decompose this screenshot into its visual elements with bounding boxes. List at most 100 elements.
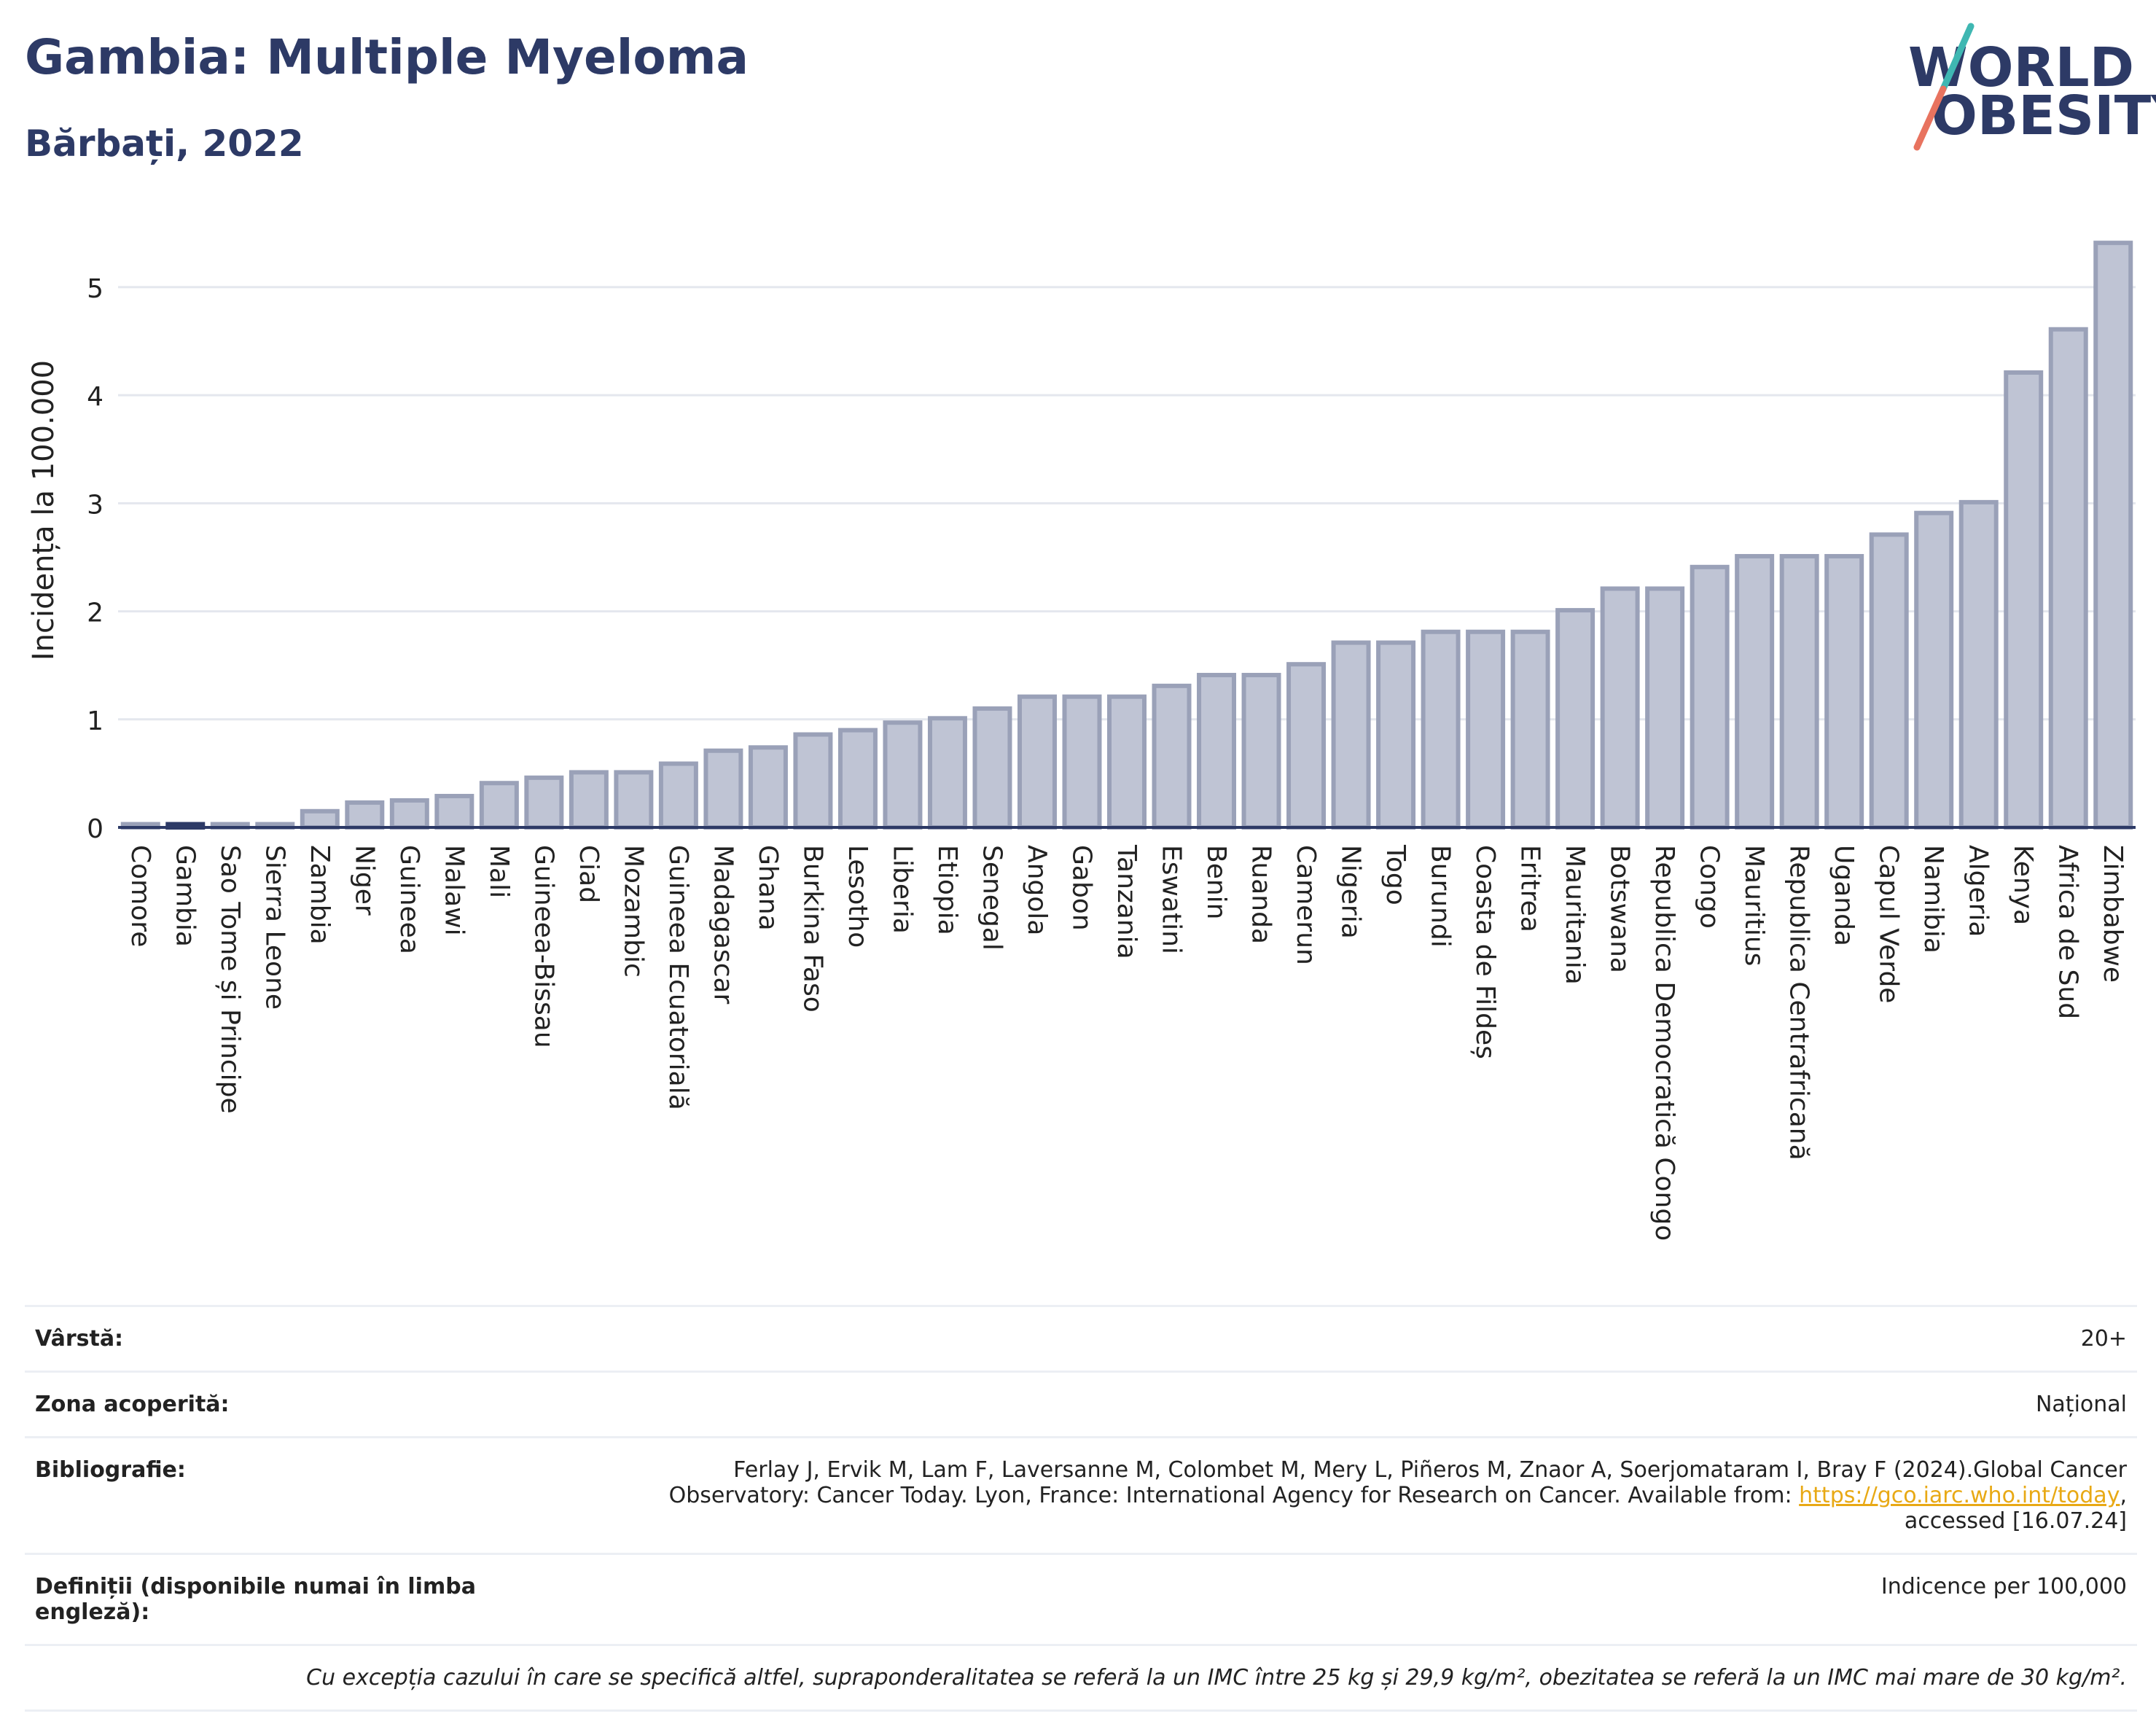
- bar: [1421, 629, 1461, 830]
- logo-line-2: OBESITY: [1932, 85, 2156, 147]
- x-tick-label: Tanzania: [1112, 844, 1141, 959]
- bar: [1600, 586, 1640, 830]
- x-tick-label: Camerun: [1291, 845, 1321, 965]
- x-tick-label: Sierra Leone: [259, 845, 289, 1010]
- x-tick-label: Eswatini: [1157, 845, 1187, 954]
- x-tick-label: Senegal: [977, 845, 1007, 951]
- bibliography-line-3: accessed [16.07.24]: [1904, 1508, 2127, 1534]
- info-row-definitions: Definiții (disponibile numai în limba en…: [25, 1553, 2137, 1644]
- x-tick-label: Niger: [349, 845, 379, 916]
- x-tick-label: Uganda: [1829, 845, 1859, 946]
- y-tick-label: 4: [87, 382, 103, 412]
- bar: [1824, 553, 1864, 830]
- x-tick-label: Etiopia: [932, 845, 962, 935]
- bar: [1197, 673, 1237, 830]
- bar: [927, 716, 967, 830]
- x-tick-label: Botswana: [1605, 845, 1635, 973]
- bar: [1779, 553, 1819, 830]
- x-tick-label: Mozambic: [618, 845, 648, 978]
- x-tick-label: Zimbabwe: [2098, 845, 2128, 983]
- x-tick-label: Republica Democratică Congo: [1649, 845, 1679, 1241]
- bibliography-value: Ferlay J, Ervik M, Lam F, Laversanne M, …: [668, 1457, 2127, 1534]
- info-row-age: Vârstă: 20+: [25, 1305, 2137, 1371]
- bibliography-line-2: Observatory: Cancer Today. Lyon, France:…: [668, 1483, 1800, 1508]
- y-tick-label: 1: [87, 706, 103, 736]
- bar: [434, 794, 474, 830]
- bar: [883, 720, 923, 830]
- bar: [1376, 640, 1416, 830]
- x-tick-label: Republica Centrafricană: [1784, 845, 1814, 1161]
- bar: [2093, 241, 2133, 830]
- x-tick-label: Eritrea: [1515, 845, 1545, 932]
- x-tick-label: Comore: [125, 845, 155, 947]
- bar: [703, 748, 743, 830]
- x-tick-label: Guineea Ecuatorială: [663, 845, 693, 1110]
- info-table: Vârstă: 20+ Zona acoperită: Național Bib…: [25, 1305, 2137, 1712]
- x-tick-label: Angola: [1022, 845, 1052, 935]
- x-tick-label: Mali: [484, 845, 514, 898]
- bar: [1869, 532, 1909, 830]
- bar: [793, 732, 833, 830]
- bar: [569, 770, 609, 830]
- age-label: Vârstă:: [35, 1326, 124, 1352]
- bibliography-line-1: Ferlay J, Ervik M, Lam F, Laversanne M, …: [733, 1457, 2127, 1483]
- bar: [1914, 510, 1954, 830]
- footnote: Cu excepția cazului în care se specifică…: [25, 1644, 2137, 1712]
- x-tick-label: Africa de Sud: [2053, 845, 2083, 1019]
- bar: [748, 745, 788, 830]
- x-tick-label: Burundi: [1426, 845, 1456, 948]
- x-tick-label: Guineea: [394, 845, 424, 954]
- x-tick-label: Congo: [1695, 845, 1725, 929]
- bar: [2048, 327, 2088, 830]
- area-label: Zona acoperită:: [35, 1392, 230, 1417]
- y-tick-label: 2: [87, 599, 103, 628]
- bar: [1510, 629, 1550, 830]
- x-tick-label: Nigeria: [1336, 845, 1366, 939]
- bar: [389, 798, 429, 830]
- bar: [1107, 694, 1147, 830]
- bar: [1690, 564, 1730, 830]
- x-tick-label: Burkina Faso: [797, 845, 827, 1013]
- bar: [479, 781, 519, 830]
- bar: [1645, 586, 1685, 830]
- page-title: Gambia: Multiple Myeloma: [25, 29, 749, 85]
- bar: [300, 808, 340, 830]
- x-tick-label: Zambia: [305, 845, 335, 945]
- x-tick-label: Kenya: [2008, 845, 2038, 925]
- bar: [1062, 694, 1102, 830]
- bar: [2004, 370, 2044, 830]
- bar: [1466, 629, 1506, 830]
- bar: [1286, 662, 1327, 830]
- definitions-value: Indicence per 100,000: [1880, 1574, 2127, 1599]
- bar: [658, 761, 698, 830]
- x-tick-label: Capul Verde: [1874, 845, 1904, 1003]
- bar: [1152, 683, 1192, 830]
- x-tick-label: Sao Tome și Principe: [215, 845, 245, 1114]
- bar: [837, 728, 878, 830]
- x-tick-label: Coasta de Fildeș: [1470, 845, 1500, 1059]
- x-tick-label: Guineea-Bissau: [528, 845, 558, 1048]
- bar-chart: 0 1 2 3 4 5 Comore Gambia Sao Tome și Principe Si…: [87, 241, 2136, 1241]
- bibliography-link[interactable]: https://gco.iarc.who.int/today: [1799, 1483, 2120, 1508]
- x-tick-label: Gambia: [170, 845, 200, 947]
- info-row-bibliography: Bibliografie: Ferlay J, Ervik M, Lam F, …: [25, 1436, 2137, 1553]
- world-obesity-logo: WORLD OBESITY: [1895, 22, 2156, 160]
- bar: [345, 800, 385, 830]
- x-tick-label: Ruanda: [1246, 845, 1276, 944]
- x-tick-label: Gabon: [1066, 845, 1096, 931]
- bibliography-label: Bibliografie:: [35, 1457, 186, 1483]
- age-value: 20+: [2080, 1326, 2127, 1352]
- x-tick-label: Namibia: [1918, 845, 1948, 954]
- x-tick-label: Madagascar: [708, 845, 738, 1005]
- x-tick-label: Liberia: [887, 845, 917, 934]
- x-tick-label: Togo: [1380, 844, 1410, 905]
- bar: [1555, 608, 1595, 830]
- x-tick-label: Algeria: [1964, 845, 1993, 937]
- y-tick-label: 3: [87, 490, 103, 520]
- bar: [972, 706, 1012, 830]
- y-tick-label: 5: [87, 274, 103, 304]
- bar: [1958, 499, 1999, 830]
- x-tick-label: Ghana: [753, 845, 783, 931]
- area-value: Național: [2035, 1392, 2127, 1417]
- y-tick-label: 0: [87, 814, 103, 844]
